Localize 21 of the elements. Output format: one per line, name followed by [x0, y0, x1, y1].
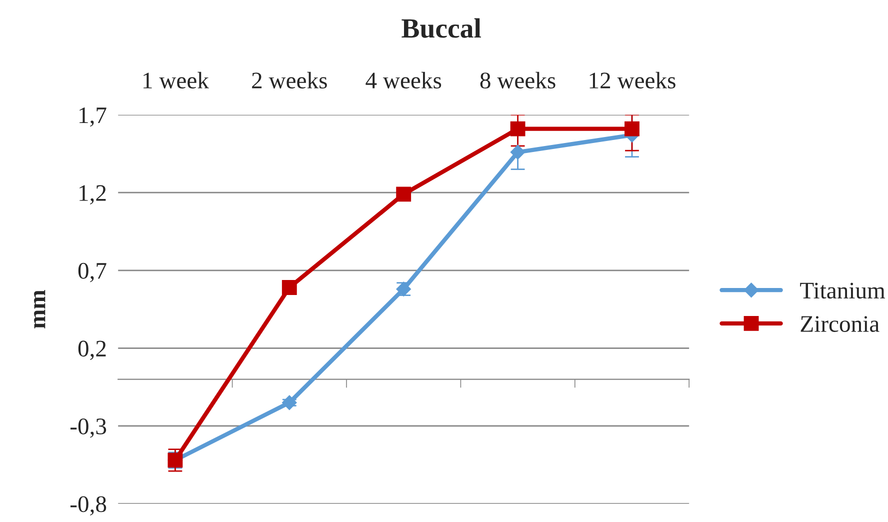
y-tick-label: 1,2 [80, 185, 106, 204]
chart-title: Buccal [402, 18, 481, 38]
y-tick-label: -0,8 [70, 496, 106, 516]
y-axis-title: mm [34, 290, 46, 328]
point [282, 395, 297, 410]
point [510, 144, 526, 160]
point [624, 121, 640, 136]
x-tick-label: 4 weeks [366, 72, 442, 89]
x-tick-label: 8 weeks [480, 72, 556, 89]
y-tick-label: 0,7 [78, 262, 106, 282]
x-tick-label: 1 week [144, 72, 209, 89]
point [282, 280, 297, 295]
x-tick-label: 2 weeks [252, 72, 327, 89]
y-tick-label: -0,3 [70, 418, 106, 438]
y-tick-label: 0,2 [78, 340, 106, 360]
x-tick-label: 12 weeks [590, 72, 676, 89]
point [510, 121, 526, 136]
legend-label: Titanium [800, 282, 886, 299]
y-tick-label: 1,7 [80, 107, 106, 127]
legend-label: Zirconia [800, 316, 880, 332]
point [396, 186, 412, 202]
